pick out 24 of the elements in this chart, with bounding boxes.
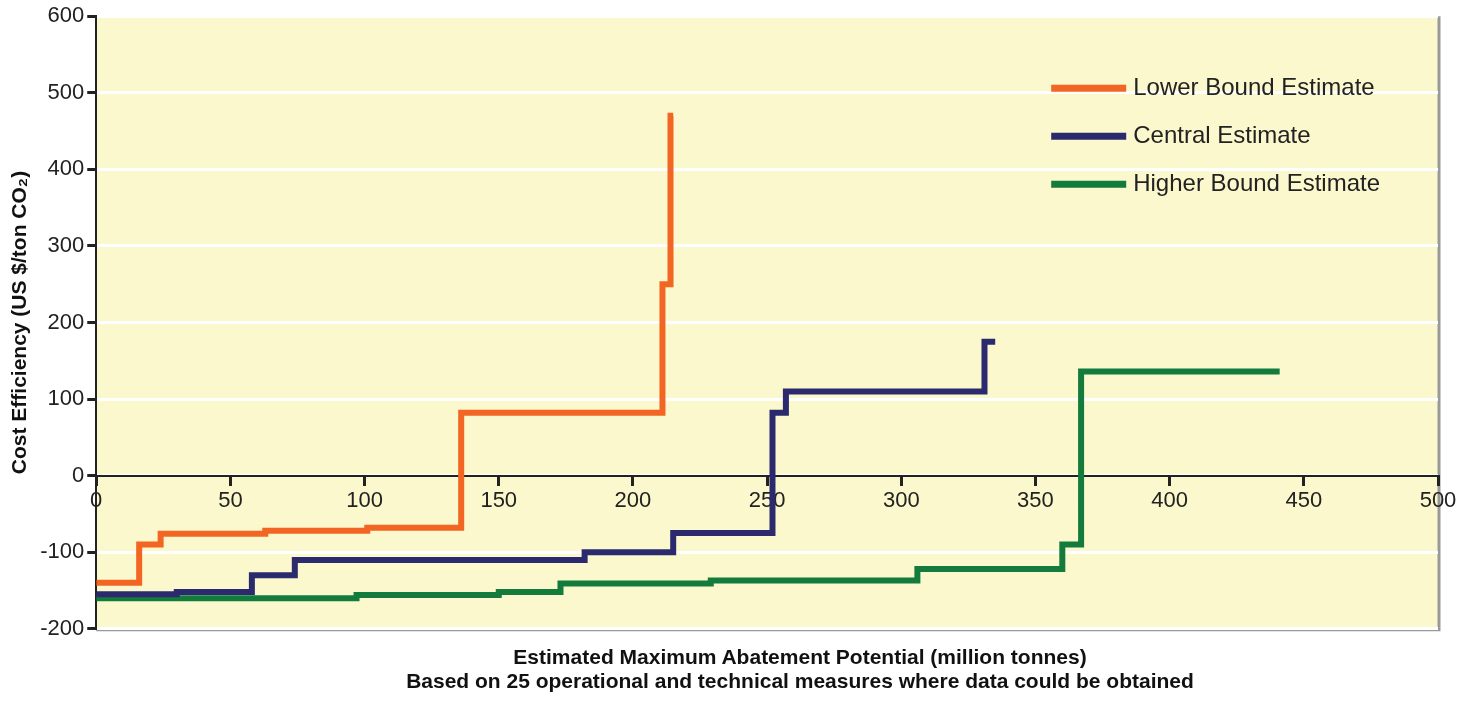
y-tick-label: -100 bbox=[40, 538, 85, 564]
x-tick-label: 450 bbox=[1285, 486, 1323, 512]
x-tick-label: 200 bbox=[614, 486, 652, 512]
y-tick-label: -200 bbox=[40, 614, 85, 640]
y-axis-title: Cost Efficiency (US $/ton CO₂) bbox=[7, 170, 31, 475]
y-tick-label: 0 bbox=[71, 461, 85, 487]
x-tick-label: 500 bbox=[1419, 486, 1457, 512]
y-tick-label: 200 bbox=[47, 308, 85, 334]
y-tick-label: 300 bbox=[47, 231, 85, 257]
y-tick-label: 500 bbox=[47, 78, 85, 104]
legend-label: Higher Bound Estimate bbox=[1133, 168, 1380, 196]
x-tick-label: 50 bbox=[218, 486, 243, 512]
x-tick-label: 400 bbox=[1151, 486, 1189, 512]
text: Based on 25 operational and technical measures where data could be obtained bbox=[405, 669, 1195, 693]
x-tick-label: 100 bbox=[346, 486, 383, 512]
x-axis-title: Estimated Maximum Abatement Potential (million tonnes) bbox=[512, 645, 1088, 669]
x-tick-label: 150 bbox=[480, 486, 518, 512]
y-tick-label: 100 bbox=[47, 385, 85, 411]
y-tick-label: 600 bbox=[47, 2, 85, 28]
y-tick-label: 400 bbox=[47, 155, 85, 181]
legend-label: Central Estimate bbox=[1133, 120, 1311, 148]
legend-label: Lower Bound Estimate bbox=[1133, 72, 1375, 100]
x-tick-label: 350 bbox=[1017, 486, 1054, 512]
x-tick-label: 300 bbox=[882, 486, 920, 512]
